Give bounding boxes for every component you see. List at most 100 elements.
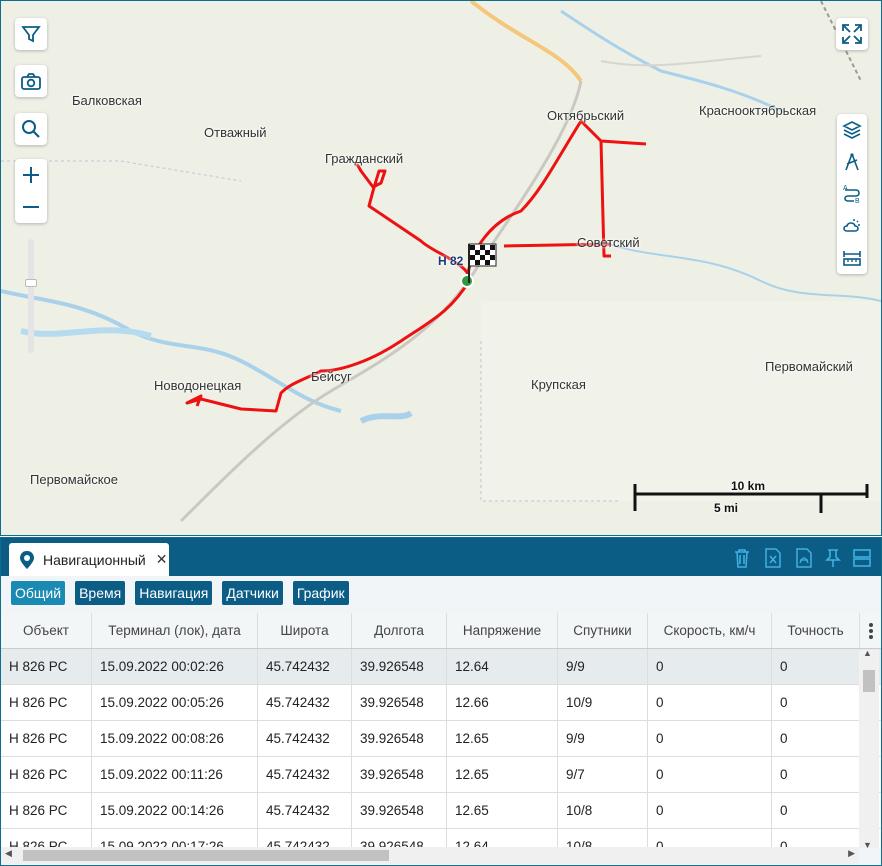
layout-button[interactable]	[851, 547, 873, 569]
delete-button[interactable]	[731, 547, 753, 569]
map-base	[1, 1, 881, 535]
column-header[interactable]: Спутники	[558, 613, 648, 648]
export-excel-button[interactable]	[762, 547, 784, 569]
scroll-left-icon[interactable]: ◀	[5, 848, 12, 858]
place-label: Первомайский	[765, 359, 853, 374]
zoom-out-button[interactable]	[22, 191, 40, 223]
column-menu-button[interactable]	[860, 613, 881, 648]
zoom-slider[interactable]	[25, 239, 37, 353]
table-row[interactable]: Н 826 РС 15.09.2022 00:05:26 45.742432 39.9…	[1, 685, 881, 721]
place-label: Отважный	[204, 125, 267, 140]
camera-icon	[21, 73, 41, 90]
table-cell: 45.742432	[258, 685, 352, 720]
zoom-in-button[interactable]	[22, 159, 40, 191]
table-cell: 0	[772, 721, 860, 756]
table-row[interactable]: Н 826 РС 15.09.2022 00:08:26 45.742432 39.9…	[1, 721, 881, 757]
navigation-panel: Навигационный ✕ Общий Время Навигация Да…	[0, 537, 882, 866]
table-cell: 45.742432	[258, 793, 352, 828]
table-cell: 0	[648, 757, 772, 792]
column-header[interactable]: Объект	[1, 613, 92, 648]
table-cell: 9/9	[558, 649, 648, 684]
subtab-chart[interactable]: График	[292, 581, 349, 605]
vertical-scrollbar[interactable]: ▲ ▼	[859, 648, 879, 850]
table-cell: 15.09.2022 00:02:26	[92, 649, 258, 684]
close-tab-icon[interactable]: ✕	[155, 551, 168, 567]
column-header[interactable]: Терминал (лок), дата	[92, 613, 258, 648]
scale-km-label: 10 km	[731, 479, 766, 493]
column-header[interactable]: Широта	[258, 613, 352, 648]
subtab-navigation[interactable]: Навигация	[135, 581, 213, 605]
place-label: Краснооктябрьская	[699, 103, 817, 118]
table-cell: 9/7	[558, 757, 648, 792]
table-cell: Н 826 РС	[1, 829, 92, 848]
table-cell: 12.64	[447, 649, 558, 684]
table-row[interactable]: Н 826 РС 15.09.2022 00:11:26 45.742432 39.9…	[1, 757, 881, 793]
table-cell: Н 826 РС	[1, 685, 92, 720]
table-row[interactable]: Н 826 РС 15.09.2022 00:02:26 45.742432 39.9…	[1, 649, 881, 685]
excel-icon	[765, 548, 781, 568]
table-row[interactable]: Н 826 РС 15.09.2022 00:14:26 45.742432 39.9…	[1, 793, 881, 829]
ruler-button[interactable]	[837, 242, 867, 274]
scroll-up-icon[interactable]: ▲	[863, 648, 872, 658]
filter-button[interactable]	[15, 18, 47, 50]
table-cell: 10/8	[558, 793, 648, 828]
table-cell: 39.926548	[352, 685, 447, 720]
fullscreen-button[interactable]	[836, 18, 868, 50]
place-label: Гражданский	[325, 151, 404, 166]
table-cell: 0	[648, 649, 772, 684]
vehicle-label[interactable]: Н 82	[438, 254, 464, 268]
table-cell: 45.742432	[258, 757, 352, 792]
subtab-sensors[interactable]: Датчики	[222, 581, 283, 605]
table-cell: 15.09.2022 00:11:26	[92, 757, 258, 792]
subtab-general[interactable]: Общий	[11, 581, 66, 605]
table-cell: 15.09.2022 00:14:26	[92, 793, 258, 828]
table-cell: 0	[648, 721, 772, 756]
table-cell: 0	[772, 685, 860, 720]
scroll-down-icon[interactable]: ▼	[863, 840, 872, 850]
subtab-bar: Общий Время Навигация Датчики График	[1, 576, 881, 610]
svg-text:B: B	[855, 198, 860, 204]
table-cell: 10/8	[558, 829, 648, 848]
scale-mi-label: 5 mi	[714, 501, 739, 515]
table-cell: 39.926548	[352, 757, 447, 792]
horizontal-scrollbar[interactable]: ◀ ▶	[1, 847, 859, 864]
zoom-out-icon	[23, 206, 39, 208]
ruler-icon	[843, 251, 861, 266]
table-cell: 0	[772, 829, 860, 848]
column-header[interactable]: Напряжение	[447, 613, 558, 648]
table-cell: Н 826 РС	[1, 721, 92, 756]
layers-button[interactable]	[837, 114, 867, 146]
map-view[interactable]: Балковская Отважный Гражданский Октябрьс…	[0, 0, 882, 536]
column-header[interactable]: Долгота	[352, 613, 447, 648]
pin-button[interactable]	[822, 547, 844, 569]
table-cell: 45.742432	[258, 649, 352, 684]
layout-icon	[853, 549, 871, 567]
place-label: Крупская	[531, 377, 586, 392]
table-header: Объект Терминал (лок), дата Широта Долго…	[1, 613, 881, 649]
table-row[interactable]: Н 826 РС 15.09.2022 00:17:26 45.742432 39.9…	[1, 829, 881, 848]
column-header[interactable]: Скорость, км/ч	[648, 613, 772, 648]
route-icon: BA	[843, 185, 860, 204]
measure-button[interactable]	[837, 146, 867, 178]
zoom-slider-handle[interactable]	[25, 279, 37, 287]
weather-button[interactable]	[837, 210, 867, 242]
data-table: Объект Терминал (лок), дата Широта Долго…	[1, 613, 881, 848]
layers-icon	[842, 121, 862, 139]
table-cell: 0	[772, 793, 860, 828]
screenshot-button[interactable]	[15, 65, 47, 97]
table-cell: Н 826 РС	[1, 757, 92, 792]
export-pdf-button[interactable]	[793, 547, 815, 569]
pin-icon	[825, 549, 841, 567]
scroll-right-icon[interactable]: ▶	[848, 848, 855, 858]
subtab-time[interactable]: Время	[75, 581, 126, 605]
table-cell: 12.65	[447, 721, 558, 756]
table-cell: 12.65	[447, 757, 558, 792]
horizontal-scroll-thumb[interactable]	[23, 850, 389, 861]
search-button[interactable]	[15, 113, 47, 145]
tab-navigation[interactable]: Навигационный ✕	[9, 543, 169, 576]
vertical-scroll-thumb[interactable]	[863, 670, 875, 692]
column-header[interactable]: Точность	[772, 613, 860, 648]
panel-tab-bar: Навигационный ✕	[1, 538, 881, 576]
